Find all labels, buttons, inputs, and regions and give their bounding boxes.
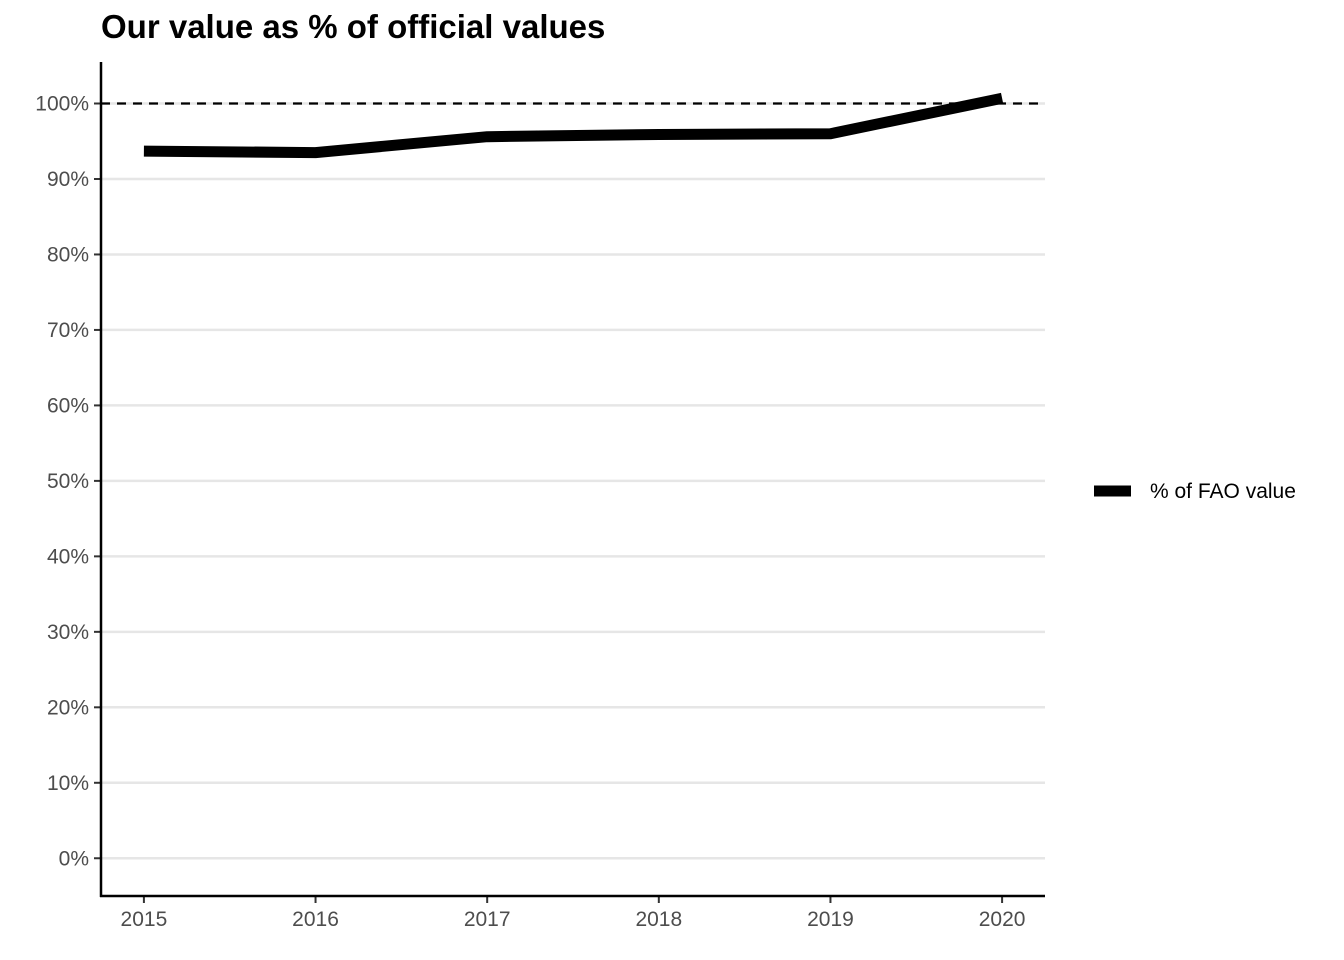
y-tick-label: 10% xyxy=(47,772,89,795)
y-tick-label: 80% xyxy=(47,243,89,266)
y-tick-label: 0% xyxy=(59,847,89,870)
series-group xyxy=(143,92,1004,159)
y-tick-label: 70% xyxy=(47,319,89,342)
axes: 0% 10% 20% 30% 40% 50% 60% 70% 80% 90% 100% 2015 201… xyxy=(35,62,1045,931)
y-tick-label: 20% xyxy=(47,696,89,719)
legend-label: % of FAO value xyxy=(1150,480,1296,503)
legend: % of FAO value xyxy=(1094,480,1296,503)
x-tick-label: 2017 xyxy=(464,908,511,931)
y-tick-label: 100% xyxy=(35,93,89,116)
x-tick-label: 2015 xyxy=(121,908,168,931)
y-tick-label: 50% xyxy=(47,470,89,493)
y-tick-label: 40% xyxy=(47,545,89,568)
x-tick-label: 2016 xyxy=(292,908,339,931)
chart-title: Our value as % of official values xyxy=(101,8,606,45)
y-tick-label: 30% xyxy=(47,621,89,644)
x-tick-label: 2018 xyxy=(635,908,682,931)
y-tick-label: 90% xyxy=(47,168,89,191)
series-line xyxy=(143,92,1004,159)
x-tick-label: 2020 xyxy=(979,908,1026,931)
gridlines xyxy=(101,102,1045,860)
x-tick-label: 2019 xyxy=(807,908,854,931)
y-tick-label: 60% xyxy=(47,394,89,417)
